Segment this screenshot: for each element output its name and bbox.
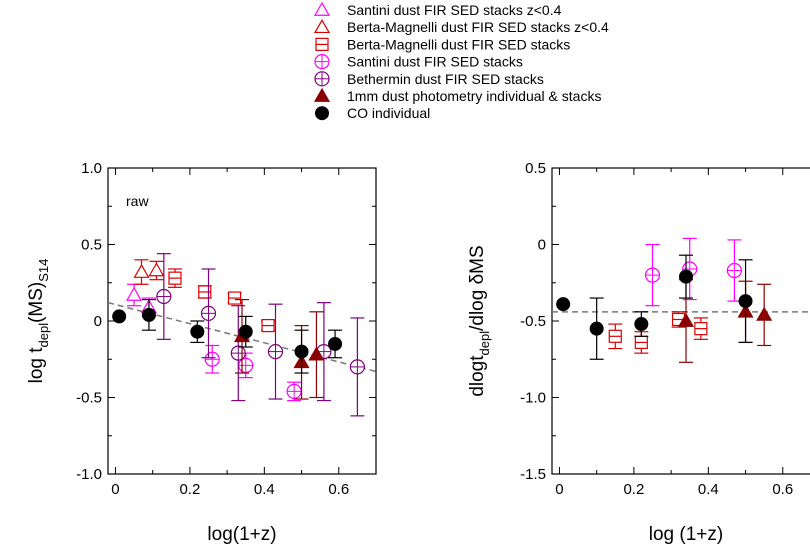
legend-label: Santini dust FIR SED stacks z<0.4 bbox=[347, 2, 562, 18]
data-point bbox=[677, 312, 695, 327]
legend-marker bbox=[313, 18, 331, 34]
y-label-main2: (MS) bbox=[26, 282, 47, 323]
x-tick-label: 0.2 bbox=[623, 481, 644, 498]
legend-marker bbox=[313, 87, 331, 102]
series-co-individual bbox=[556, 254, 753, 360]
y-tick-label: -0.5 bbox=[520, 313, 546, 330]
data-point bbox=[589, 321, 604, 336]
y-label-main: dlogt bbox=[467, 355, 488, 397]
legend-marker bbox=[315, 106, 329, 121]
x-tick-label: 0 bbox=[555, 481, 563, 498]
y-label-main2: /dlog δMS bbox=[467, 245, 488, 331]
x-axis-label: log(1+z) bbox=[207, 524, 276, 545]
data-point bbox=[328, 336, 343, 351]
data-point bbox=[556, 297, 571, 312]
x-tick-label: 0.6 bbox=[772, 481, 793, 498]
plot-area bbox=[552, 237, 810, 363]
y-tick-label: -1.0 bbox=[520, 390, 546, 407]
legend-label: CO individual bbox=[347, 105, 430, 121]
x-tick-label: 0.6 bbox=[328, 481, 349, 498]
y-axis-label: dlogtdepl/dlog δMS bbox=[467, 245, 492, 396]
data-point bbox=[679, 269, 693, 284]
y-label-main: log t bbox=[26, 347, 47, 384]
series-berta-magnelli-dust-fir-sed-stacks bbox=[608, 311, 708, 354]
plot-area bbox=[108, 253, 376, 417]
x-tick-label: 0 bbox=[111, 481, 119, 498]
data-point bbox=[112, 309, 127, 324]
data-point bbox=[141, 307, 156, 322]
fit-line bbox=[108, 301, 376, 373]
y-tick-label: 0.5 bbox=[81, 237, 102, 254]
y-label-sub: depl bbox=[477, 331, 492, 356]
data-point bbox=[190, 324, 205, 339]
y-axis-label: log tdepl(MS)S14 bbox=[26, 259, 51, 384]
data-point bbox=[126, 286, 143, 301]
y-tick-label: 0 bbox=[538, 237, 546, 254]
legend-label: 1mm dust photometry individual & stacks bbox=[347, 88, 601, 104]
x-tick-label: 0.4 bbox=[698, 481, 719, 498]
series-berta-magnelli-dust-fir-sed-stacks bbox=[168, 268, 276, 333]
y-tick-label: -1.0 bbox=[76, 466, 102, 483]
data-point bbox=[738, 294, 753, 309]
y-tick-label: 1.0 bbox=[81, 160, 102, 177]
x-tick-label: 0.2 bbox=[179, 481, 200, 498]
series-berta-magnelli-dust-fir-sed-stacks-z-0-4 bbox=[133, 259, 165, 285]
left-panel-depletion-time: 0 0.2 0.4 0.6 -1.0 -0.5 0 0.5 1.0 log(1+z) log tde… bbox=[26, 160, 377, 545]
y-tick-label: -1.5 bbox=[520, 466, 546, 483]
legend-label: Berta-Magnelli dust FIR SED stacks z<0.4 bbox=[347, 19, 609, 35]
y-label-sub: depl bbox=[36, 323, 51, 348]
data-point bbox=[756, 306, 773, 321]
data-point bbox=[133, 263, 150, 278]
data-point bbox=[308, 346, 325, 361]
x-axis-label: log (1+z) bbox=[649, 524, 723, 545]
right-panel-slope: 0 0.2 0.4 0.6 -1.5 -1.0 -0.5 0 0.5 log (1+z) dlogt… bbox=[467, 160, 810, 545]
series-santini-dust-fir-sed-stacks bbox=[644, 237, 742, 307]
y-tick-label: 0.5 bbox=[525, 160, 546, 177]
y-tick-label: 0 bbox=[94, 313, 102, 330]
legend-marker bbox=[313, 1, 331, 16]
legend-label: Santini dust FIR SED stacks bbox=[347, 54, 523, 70]
data-point bbox=[634, 317, 649, 332]
series-bethermin-dust-fir-sed-stacks bbox=[156, 253, 365, 417]
panel-annotation: raw bbox=[126, 193, 149, 209]
legend-label: Berta-Magnelli dust FIR SED stacks bbox=[347, 36, 570, 52]
legend-label: Bethermin dust FIR SED stacks bbox=[347, 71, 544, 87]
data-point bbox=[148, 262, 165, 277]
y-label-sub2: S14 bbox=[36, 259, 51, 282]
x-tick-label: 0.4 bbox=[254, 481, 275, 498]
series-1mm-dust-photometry-individual-stacks bbox=[677, 279, 773, 363]
series-co-individual bbox=[112, 298, 343, 374]
y-tick-label: -0.5 bbox=[76, 390, 102, 407]
data-point bbox=[238, 324, 253, 339]
legend: Santini dust FIR SED stacks z<0.4Berta-M… bbox=[313, 1, 609, 121]
data-point bbox=[294, 344, 309, 359]
series-santini-dust-fir-sed-stacks bbox=[204, 344, 302, 402]
